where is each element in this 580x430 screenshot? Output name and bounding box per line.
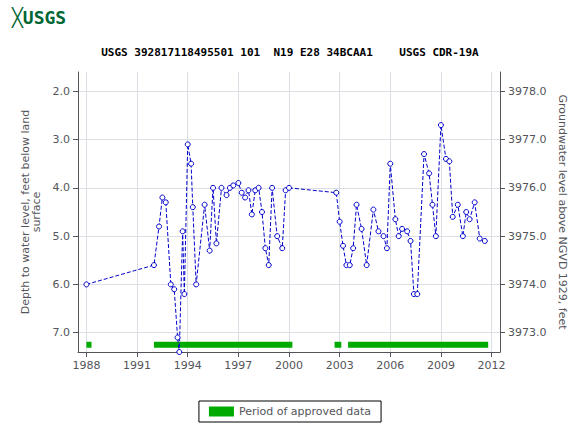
svg-text:3973.0: 3973.0 — [508, 326, 547, 339]
svg-text:1994: 1994 — [174, 359, 202, 372]
svg-text:7.0: 7.0 — [53, 326, 71, 339]
svg-text:Depth to water level, feet bel: Depth to water level, feet below land — [18, 109, 32, 315]
svg-text:2012: 2012 — [478, 359, 506, 372]
svg-text:5.0: 5.0 — [53, 230, 71, 243]
svg-text:2000: 2000 — [275, 359, 303, 372]
svg-text:2.0: 2.0 — [53, 85, 71, 98]
svg-text:3975.0: 3975.0 — [508, 230, 547, 243]
svg-text:3976.0: 3976.0 — [508, 181, 547, 194]
svg-text:1988: 1988 — [72, 359, 100, 372]
svg-text:3.0: 3.0 — [53, 133, 71, 146]
svg-text:2009: 2009 — [427, 359, 455, 372]
svg-text:╳USGS: ╳USGS — [11, 7, 66, 29]
svg-text:Period of approved data: Period of approved data — [239, 405, 371, 418]
svg-text:surface: surface — [30, 191, 43, 232]
svg-text:3974.0: 3974.0 — [508, 278, 547, 291]
svg-text:Groundwater level above NGVD 1: Groundwater level above NGVD 1929, feet — [556, 94, 569, 330]
svg-text:3978.0: 3978.0 — [508, 85, 547, 98]
svg-text:1997: 1997 — [224, 359, 252, 372]
svg-text:2003: 2003 — [326, 359, 354, 372]
svg-text:4.0: 4.0 — [53, 181, 71, 194]
svg-text:3977.0: 3977.0 — [508, 133, 547, 146]
svg-text:1991: 1991 — [123, 359, 151, 372]
svg-text:2006: 2006 — [376, 359, 404, 372]
svg-text:USGS 392817118495501 101 N19: USGS 392817118495501 101 N19 E28 34BCAA1… — [101, 46, 479, 59]
svg-text:6.0: 6.0 — [53, 278, 71, 291]
